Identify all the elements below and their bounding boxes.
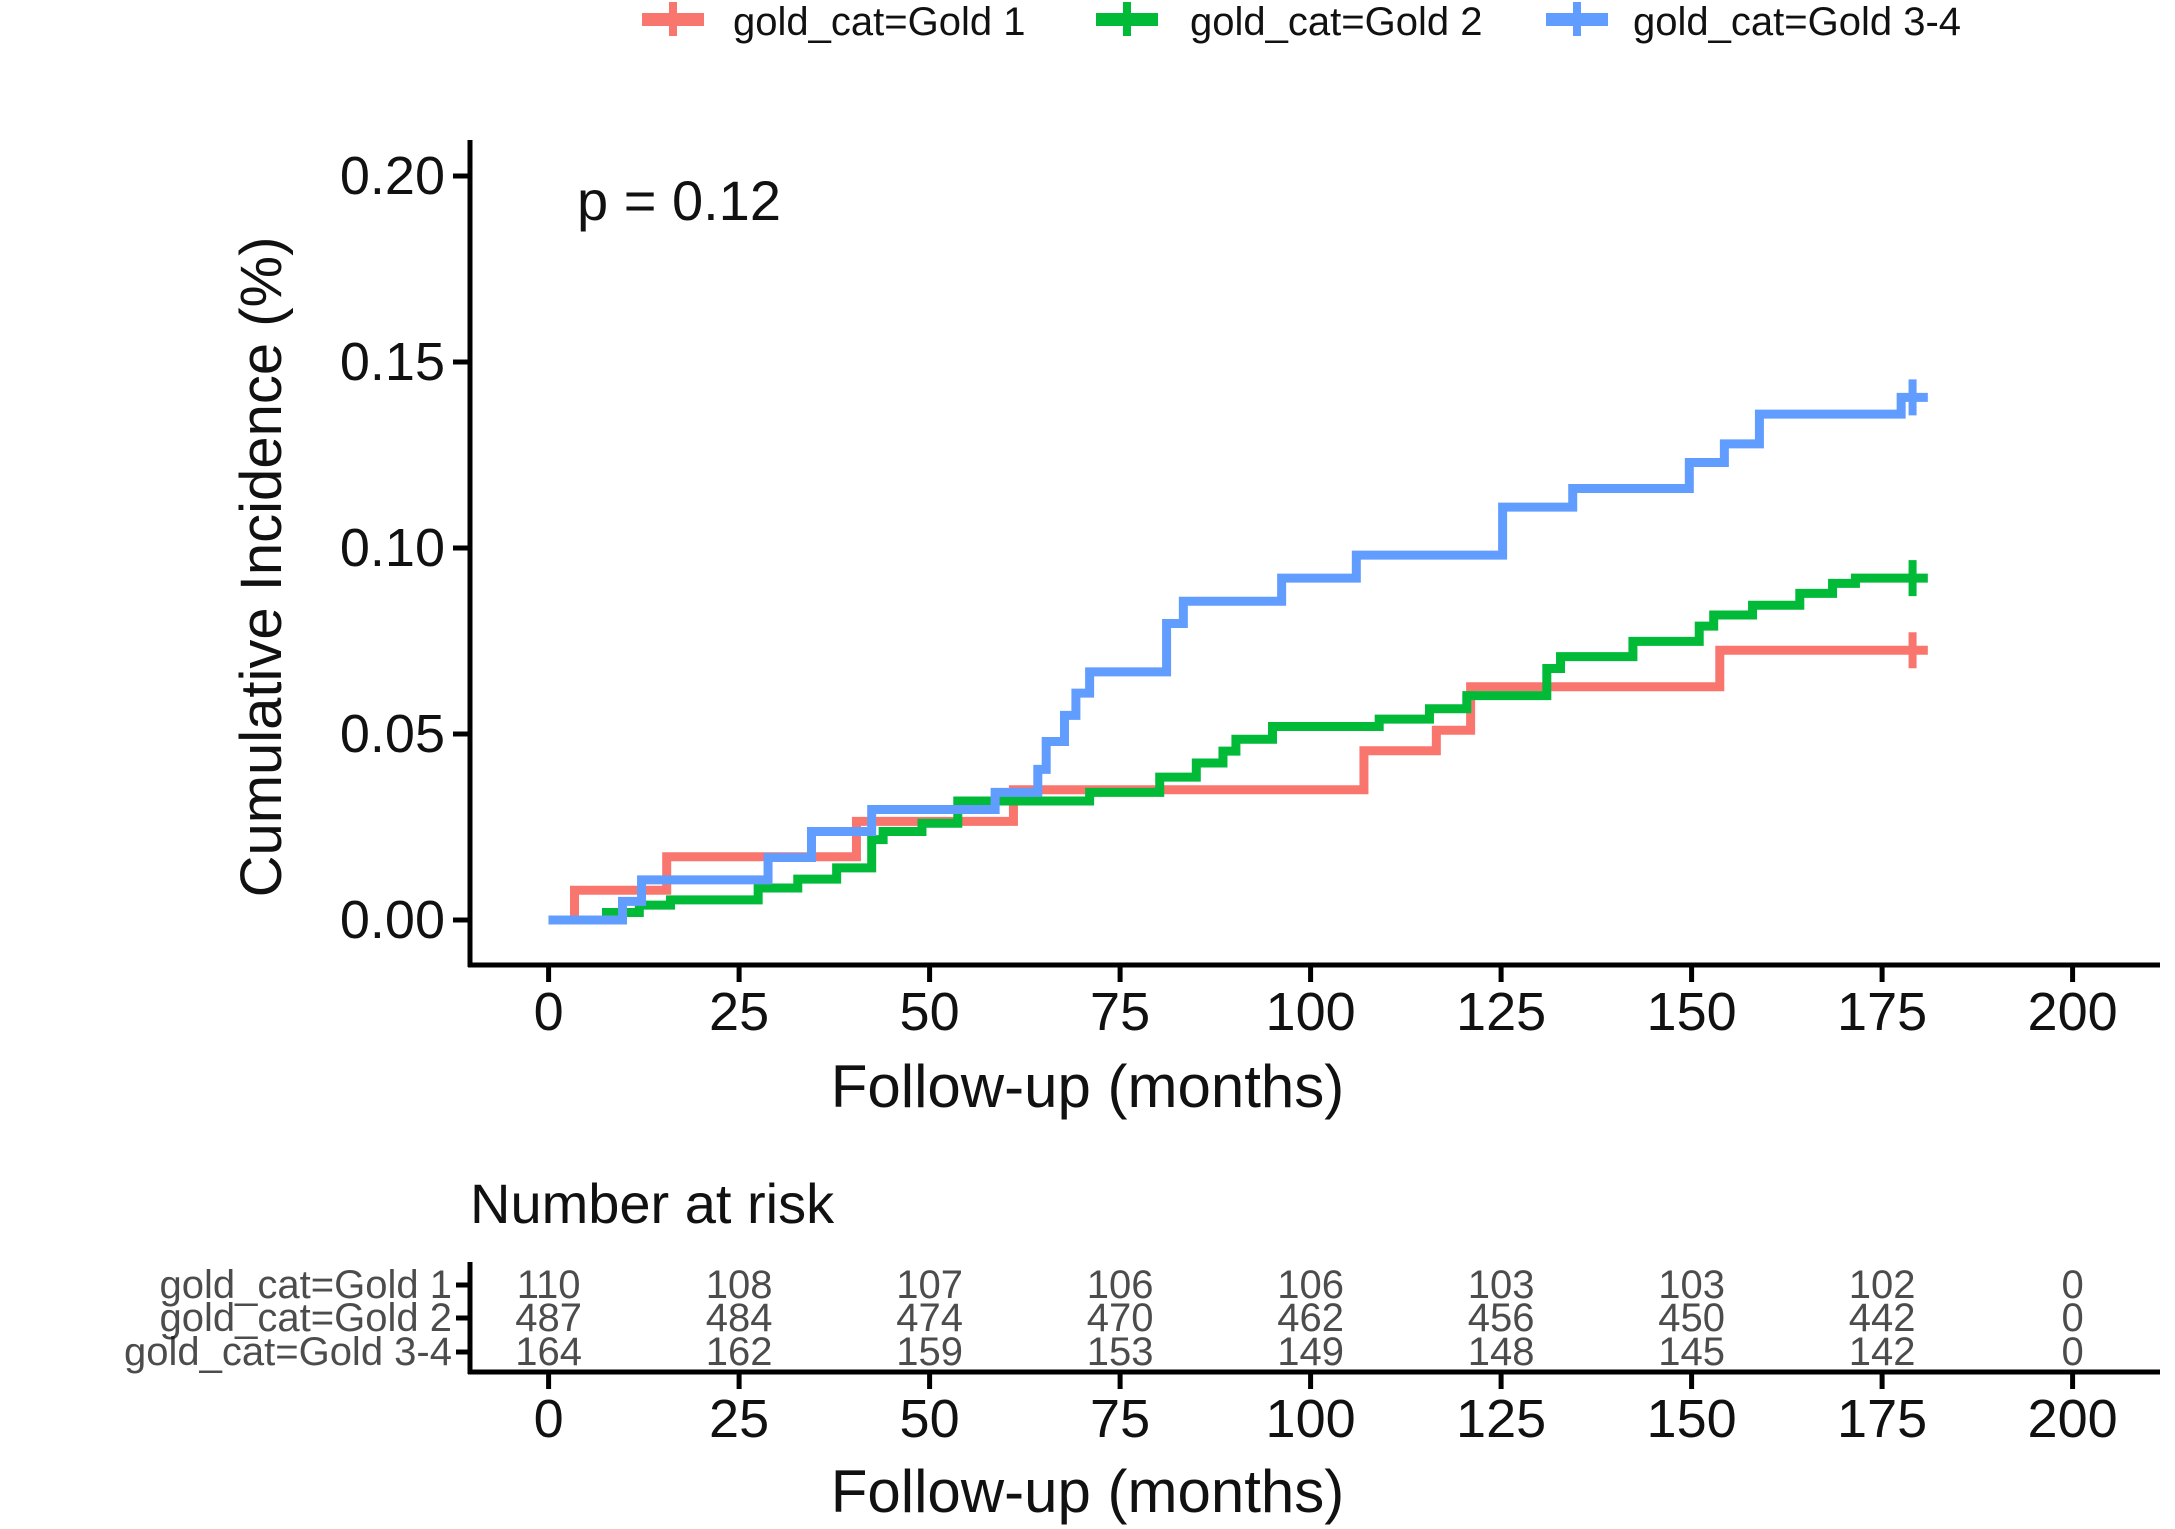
risk-count-value: 106 (1087, 1263, 1154, 1307)
risk-x-tick-label: 100 (1266, 1389, 1356, 1449)
risk-count-value: 0 (2061, 1296, 2083, 1340)
survival-curve (548, 645, 1928, 925)
x-tick-label: 50 (900, 982, 960, 1042)
risk-count-value: 462 (1277, 1296, 1344, 1340)
risk-count-value: 470 (1087, 1296, 1154, 1340)
risk-count-value: 484 (706, 1296, 773, 1340)
risk-count-value: 142 (1849, 1330, 1916, 1374)
risk-table-x-axis-title: Follow-up (months) (830, 1458, 1345, 1525)
plus-cross-icon (642, 0, 704, 38)
y-tick-label: 0.15 (340, 332, 445, 392)
legend-item-label: gold_cat=Gold 2 (1190, 0, 1483, 44)
risk-x-tick-label: 175 (1837, 1389, 1927, 1449)
risk-count-value: 0 (2061, 1330, 2083, 1374)
risk-count-value: 162 (706, 1330, 773, 1374)
risk-x-tick-label: 0 (534, 1389, 564, 1449)
legend-item-label: gold_cat=Gold 1 (733, 0, 1026, 44)
risk-row-label: gold_cat=Gold 2 (160, 1296, 452, 1340)
risk-x-tick-label: 125 (1456, 1389, 1546, 1449)
risk-count-value: 159 (896, 1330, 963, 1374)
risk-count-value: 456 (1468, 1296, 1535, 1340)
risk-count-value: 103 (1468, 1263, 1535, 1307)
risk-count-value: 108 (706, 1263, 773, 1307)
risk-count-value: 145 (1658, 1330, 1725, 1374)
plus-cross-icon (1096, 0, 1158, 38)
x-tick-label: 175 (1837, 982, 1927, 1042)
risk-count-value: 450 (1658, 1296, 1725, 1340)
y-tick-label: 0.00 (340, 890, 445, 950)
risk-x-tick-label: 150 (1647, 1389, 1737, 1449)
risk-x-tick-label: 75 (1090, 1389, 1150, 1449)
y-axis-title: Cumulative Incidence (%) (229, 236, 294, 898)
x-tick-label: 200 (2028, 982, 2118, 1042)
x-axis-title: Follow-up (months) (830, 1053, 1345, 1120)
survival-curve (548, 573, 1928, 925)
x-tick-label: 75 (1090, 982, 1150, 1042)
risk-count-value: 102 (1849, 1263, 1916, 1307)
x-tick-label: 25 (709, 982, 769, 1042)
plus-cross-icon (1546, 0, 1608, 38)
risk-count-value: 153 (1087, 1330, 1154, 1374)
x-tick-label: 150 (1647, 982, 1737, 1042)
survival-curve (548, 392, 1928, 925)
risk-count-value: 474 (896, 1296, 963, 1340)
legend-item-label: gold_cat=Gold 3-4 (1633, 0, 1962, 44)
risk-count-value: 164 (515, 1330, 582, 1374)
risk-count-value: 148 (1468, 1330, 1535, 1374)
risk-row-label: gold_cat=Gold 3-4 (124, 1330, 452, 1374)
risk-table-heading: Number at risk (470, 1172, 835, 1235)
risk-count-value: 110 (517, 1263, 581, 1307)
x-tick-label: 0 (534, 982, 564, 1042)
risk-count-value: 107 (896, 1263, 963, 1307)
y-tick-label: 0.20 (340, 146, 445, 206)
risk-row-label: gold_cat=Gold 1 (160, 1263, 452, 1307)
risk-count-value: 149 (1277, 1330, 1344, 1374)
risk-count-value: 487 (515, 1296, 582, 1340)
risk-x-tick-label: 25 (709, 1389, 769, 1449)
risk-count-value: 442 (1849, 1296, 1916, 1340)
y-tick-label: 0.05 (340, 704, 445, 764)
risk-count-value: 103 (1658, 1263, 1725, 1307)
risk-x-tick-label: 50 (900, 1389, 960, 1449)
x-tick-label: 125 (1456, 982, 1546, 1042)
risk-count-value: 0 (2061, 1263, 2083, 1307)
risk-count-value: 106 (1277, 1263, 1344, 1307)
risk-x-tick-label: 200 (2028, 1389, 2118, 1449)
p-value-annotation: p = 0.12 (577, 169, 781, 232)
x-tick-label: 100 (1266, 982, 1356, 1042)
y-tick-label: 0.10 (340, 518, 445, 578)
